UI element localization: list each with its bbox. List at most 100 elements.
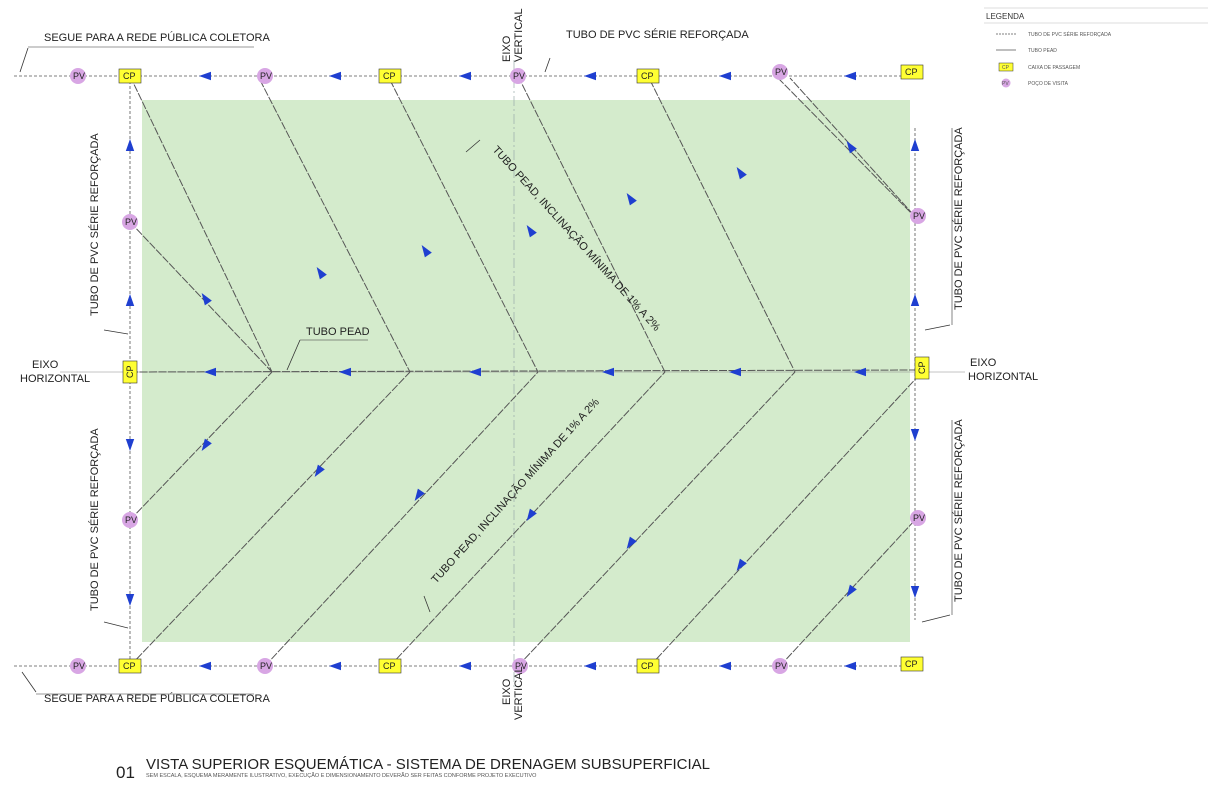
pead-diagonal-upper-4 <box>517 75 666 373</box>
legend-item-pvc: TUBO DE PVC SÉRIE REFORÇADA <box>1028 31 1112 38</box>
pipe-network <box>14 60 965 690</box>
pv-bottom-3 <box>512 658 528 674</box>
flow-arrow-diag-upper-4 <box>526 225 537 238</box>
flow-arrow-top-1 <box>199 71 211 81</box>
pvc-label-right-lower: TUBO DE PVC SÉRIE REFORÇADA <box>952 419 965 602</box>
pv-bottom-1-text: PV <box>73 661 85 671</box>
flow-arrow-bottom-4 <box>584 661 596 671</box>
cp-top-2-text: CP <box>383 71 396 81</box>
pead-incline-leader-upper <box>465 139 481 153</box>
cp-top-1 <box>118 68 142 84</box>
cp-top-2 <box>378 68 402 84</box>
pead-diagonal-upper-2 <box>259 79 411 373</box>
pv-top-4 <box>772 64 788 80</box>
pv-left-2-text: PV <box>125 515 137 525</box>
pead-diagonal-upper-3 <box>389 79 539 373</box>
flow-arrow-left-3 <box>125 439 135 451</box>
pv-right-1 <box>910 208 926 224</box>
pead-diagonal-upper-6 <box>777 77 921 223</box>
flow-arrow-diag-lower-1 <box>201 438 212 451</box>
eixo-horizontal-left-2: HORIZONTAL <box>20 373 90 385</box>
flow-arrow-diag-lower-6 <box>736 558 747 571</box>
pv-left-1 <box>122 214 138 230</box>
pvc-leader-left-upper <box>103 329 129 335</box>
title-number: 01 <box>116 763 135 782</box>
flow-arrow-right-2 <box>910 294 920 306</box>
pv-top-2 <box>257 68 273 84</box>
outlet-label-bottom: SEGUE PARA A REDE PÚBLICA COLETORA <box>44 692 270 705</box>
pead-diagonal-lower-1 <box>129 371 411 667</box>
legend: LEGENDA TUBO DE PVC SÉRIE REFORÇADA TUBO… <box>984 7 1208 88</box>
pv-left-2 <box>122 512 138 528</box>
pead-diagonal-lower-6 <box>779 519 916 667</box>
legend-item-cp: CAIXA DE PASSAGEM <box>1028 65 1080 71</box>
flow-arrow-top-5 <box>719 71 731 81</box>
pead-diagonal-upper-7 <box>129 221 273 373</box>
legend-item-pead: TUBO PEAD <box>1028 48 1057 54</box>
cp-bottom-1 <box>118 658 142 674</box>
cp-bottom-1-text: CP <box>123 661 136 671</box>
cp-right-axis-text: CP <box>917 361 927 374</box>
flow-arrow-main-2 <box>339 367 351 377</box>
flow-arrow-bottom-1 <box>199 661 211 671</box>
cp-bottom-3-text: CP <box>641 661 654 671</box>
flow-arrow-main-3 <box>469 367 481 377</box>
flow-arrow-main-1 <box>204 367 216 377</box>
pead-diagonal-lower-4 <box>517 371 796 667</box>
flow-arrows <box>125 71 920 671</box>
eixo-horizontal-right-2: HORIZONTAL <box>968 371 1038 383</box>
eixo-horizontal-right-1: EIXO <box>970 357 997 369</box>
pvc-leader-right-lower <box>921 614 951 623</box>
pead-diagonal-upper-1 <box>129 75 273 373</box>
pv-bottom-3-text: PV <box>515 661 527 671</box>
pv-top-3 <box>510 68 526 84</box>
cp-bottom-2 <box>378 658 402 674</box>
eixo-vertical-top-1: EIXO <box>501 35 513 62</box>
flow-arrow-diag-upper-5 <box>626 193 637 206</box>
flow-arrow-diag-upper-3 <box>421 245 432 258</box>
cp-top-1-text: CP <box>123 71 136 81</box>
outlet-label-top: SEGUE PARA A REDE PÚBLICA COLETORA <box>44 31 270 44</box>
pv-right-1-text: PV <box>913 211 925 221</box>
flow-arrow-main-5 <box>729 367 741 377</box>
pead-diagonal-lower-2 <box>264 371 539 667</box>
cp-left-axis <box>122 360 138 384</box>
cp-right-axis <box>914 356 930 380</box>
flow-arrow-left-1 <box>125 139 135 151</box>
outlet-leader-top <box>19 47 29 73</box>
cp-bottom-3 <box>636 658 660 674</box>
pv-bottom-2-text: PV <box>260 661 272 671</box>
pv-right-2-text: PV <box>913 513 925 523</box>
title-block: 01 VISTA SUPERIOR ESQUEMÁTICA - SISTEMA … <box>116 756 710 782</box>
pv-top-1 <box>70 68 86 84</box>
cp-bottom-2-text: CP <box>383 661 396 671</box>
flow-arrow-top-3 <box>459 71 471 81</box>
flow-arrow-right-4 <box>910 586 920 598</box>
eixo-vertical-top-2: VERTICAL <box>513 8 525 62</box>
legend-item-pv: POÇO DE VISITA <box>1028 81 1069 87</box>
tubo-pead-leader <box>286 339 301 371</box>
flow-arrow-diag-upper-1 <box>201 293 212 306</box>
flow-arrow-top-4 <box>584 71 596 81</box>
title-subtitle: SEM ESCALA, ESQUEMA MERAMENTE ILUSTRATIV… <box>146 772 537 779</box>
pead-main-collector <box>129 369 923 373</box>
pead-diagonal-right-upper <box>789 77 921 223</box>
legend-cp-symbol-text: CP <box>1002 65 1010 71</box>
pv-bottom-1 <box>70 658 86 674</box>
eixo-horizontal-left-1: EIXO <box>32 359 59 371</box>
flow-arrow-main-6 <box>854 367 866 377</box>
pvc-leader-top <box>544 57 551 73</box>
legend-pv-symbol <box>1001 78 1011 88</box>
pvc-leader-left-lower <box>103 621 129 629</box>
pvc-label-left-upper: TUBO DE PVC SÉRIE REFORÇADA <box>88 133 101 316</box>
pead-diagonal-lower-5 <box>649 371 923 667</box>
eixo-vertical-bottom-2: VERTICAL <box>513 666 525 720</box>
flow-arrow-diag-upper-7 <box>846 141 857 154</box>
pead-incline-leader-lower <box>423 595 431 613</box>
flow-arrow-diag-upper-2 <box>316 267 327 280</box>
flow-arrow-diag-lower-3 <box>414 488 425 501</box>
cp-bottom-4-text: CP <box>905 659 918 669</box>
flow-arrow-bottom-6 <box>844 661 856 671</box>
pv-top-4-text: PV <box>775 67 787 77</box>
pv-top-2-text: PV <box>260 71 272 81</box>
